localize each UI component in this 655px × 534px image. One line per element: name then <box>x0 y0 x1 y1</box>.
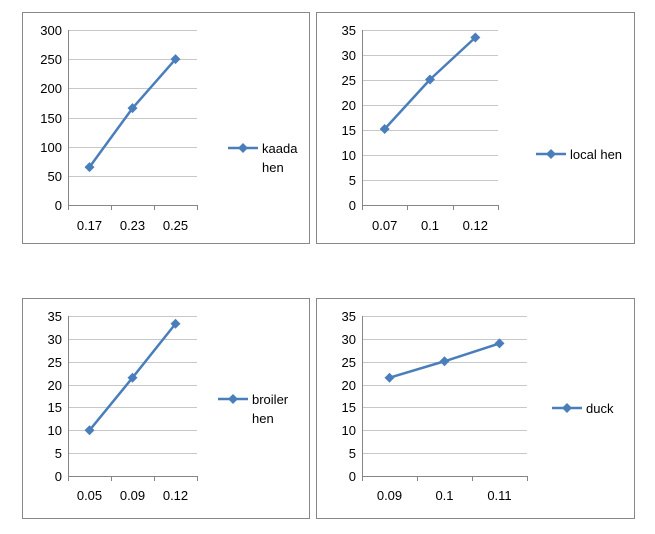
y-tick-label: 300 <box>40 23 62 38</box>
y-tick-label: 35 <box>342 23 356 38</box>
x-tick-label: 0.1 <box>435 488 453 503</box>
y-tick-label: 150 <box>40 111 62 126</box>
x-tick-label: 0.25 <box>163 218 188 233</box>
y-tick-label: 50 <box>48 169 62 184</box>
y-tick-label: 20 <box>48 378 62 393</box>
y-tick-label: 30 <box>48 332 62 347</box>
y-tick-label: 10 <box>48 423 62 438</box>
legend: broiler hen <box>218 392 289 426</box>
y-tick-label: 100 <box>40 140 62 155</box>
x-tick-label: 0.12 <box>463 218 488 233</box>
chart-panel-2: 0 5 10 15 20 25 30 35 0.07 0.1 0.12 local hen <box>316 12 635 244</box>
chart-panel-4: 0 5 10 15 20 25 30 35 0.09 0.1 0.11 duck <box>316 298 635 519</box>
y-tick-label: 250 <box>40 52 62 67</box>
y-tick-label: 10 <box>342 423 356 438</box>
y-tick-label: 0 <box>349 469 356 484</box>
y-tick-label: 5 <box>349 173 356 188</box>
legend-marker <box>228 394 238 404</box>
chart-border <box>22 298 310 519</box>
y-tick-label: 15 <box>342 123 356 138</box>
y-tick-label: 25 <box>48 355 62 370</box>
legend: kaada hen <box>228 141 298 175</box>
y-tick-label: 10 <box>342 148 356 163</box>
y-tick-label: 25 <box>342 355 356 370</box>
x-tick-label: 0.09 <box>377 488 402 503</box>
y-tick-label: 30 <box>342 48 356 63</box>
y-tick-label: 25 <box>342 73 356 88</box>
x-tick-label: 0.09 <box>120 488 145 503</box>
chart-panel-3: 0 5 10 15 20 25 30 35 0.05 0.09 0.12 broiler hen <box>22 298 310 519</box>
legend-marker <box>238 143 248 153</box>
legend: duck <box>552 401 614 416</box>
data-point <box>84 425 95 436</box>
chart-border <box>316 12 635 244</box>
data-point <box>425 74 435 85</box>
x-tick-label: 0.05 <box>77 488 102 503</box>
legend-label: kaada hen <box>262 141 298 175</box>
legend-label: broiler hen <box>252 392 289 426</box>
y-tick-label: 0 <box>349 198 356 213</box>
y-tick-label: 20 <box>342 98 356 113</box>
data-point <box>439 356 450 367</box>
chart-border <box>22 12 310 244</box>
y-tick-label: 35 <box>342 309 356 324</box>
data-point <box>127 103 138 114</box>
x-tick-label: 0.23 <box>120 218 145 233</box>
legend-marker <box>562 403 572 413</box>
y-tick-label: 0 <box>55 198 62 213</box>
y-tick-label: 5 <box>349 446 356 461</box>
y-tick-label: 20 <box>342 378 356 393</box>
data-point <box>170 318 181 329</box>
data-point <box>127 372 138 383</box>
y-tick-label: 30 <box>342 332 356 347</box>
legend-label: local hen <box>570 147 622 162</box>
legend: local hen <box>536 147 622 162</box>
x-tick-label: 0.1 <box>421 218 439 233</box>
data-point <box>379 124 390 134</box>
x-tick-label: 0.11 <box>487 488 511 503</box>
x-tick-label: 0.17 <box>77 218 102 233</box>
y-tick-label: 15 <box>342 400 356 415</box>
data-point <box>384 372 395 383</box>
data-point <box>170 54 181 65</box>
legend-marker <box>546 149 556 159</box>
data-point <box>470 32 481 43</box>
data-point <box>494 338 505 349</box>
chart-panel-1: 0 50 100 150 200 250 300 0.17 0.23 0.25 kaada hen <box>22 12 310 244</box>
y-tick-label: 0 <box>55 469 62 484</box>
x-tick-label: 0.07 <box>372 218 397 233</box>
y-tick-label: 5 <box>55 446 62 461</box>
legend-label: duck <box>586 401 614 416</box>
x-tick-label: 0.12 <box>163 488 188 503</box>
y-tick-label: 200 <box>40 81 62 96</box>
y-tick-label: 15 <box>48 400 62 415</box>
y-tick-label: 35 <box>48 309 62 324</box>
data-point <box>84 162 95 173</box>
